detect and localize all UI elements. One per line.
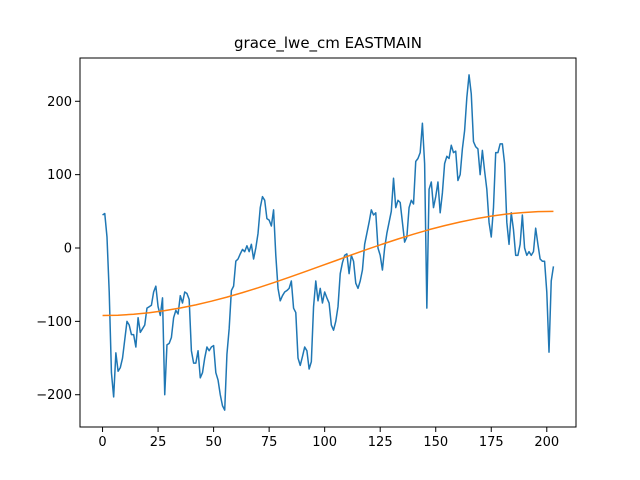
x-tick-label: 0: [98, 435, 106, 450]
x-tick-label: 200: [534, 435, 559, 450]
line: [102, 210, 554, 317]
x-tick-label: 150: [423, 435, 448, 450]
y-tick-label: 200: [47, 95, 72, 110]
chart-title: grace_lwe_cm EASTMAIN: [234, 34, 422, 53]
y-tick-label: −200: [36, 388, 72, 403]
axes-frame: [79, 57, 577, 428]
line: [102, 74, 555, 411]
x-tick-label: 175: [479, 435, 504, 450]
y-tick-label: 100: [47, 168, 72, 183]
x-tick-label: 25: [150, 435, 167, 450]
y-tick-label: 0: [64, 242, 72, 257]
y-tick-label: −100: [36, 315, 72, 330]
x-tick-label: 75: [261, 435, 278, 450]
x-tick-label: 50: [205, 435, 222, 450]
x-tick-label: 125: [368, 435, 393, 450]
x-tick-label: 100: [312, 435, 337, 450]
